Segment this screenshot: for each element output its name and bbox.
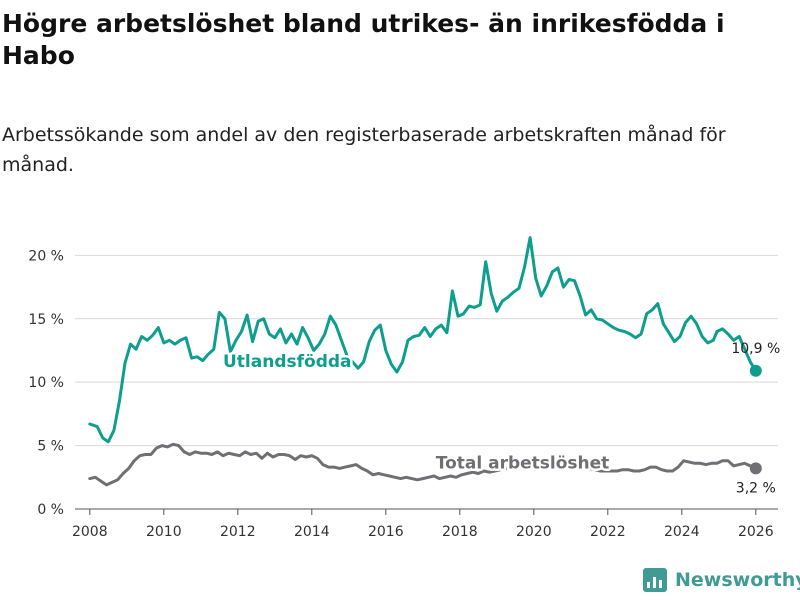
end-value-label: 3,2 % bbox=[736, 480, 776, 496]
labels-layer: 10,9 % Utlandsfödda 3,2 % Total arbetslöshe… bbox=[221, 341, 781, 497]
y-tick-label: 0 % bbox=[37, 502, 64, 518]
series-end-point bbox=[749, 462, 762, 475]
y-tick-label: 10 % bbox=[28, 375, 64, 391]
series-line-utlandsfodda bbox=[88, 236, 758, 444]
x-tick-label: 2012 bbox=[220, 524, 256, 540]
x-tick-label: 2024 bbox=[664, 524, 700, 540]
end-value-label: 10,9 % bbox=[731, 341, 780, 357]
series-label: Utlandsfödda bbox=[223, 352, 352, 372]
series-label: Total arbetslöshet bbox=[436, 453, 610, 473]
x-tick-label: 2008 bbox=[72, 524, 108, 540]
y-tick-label: 5 % bbox=[37, 439, 64, 455]
x-tick-label: 2018 bbox=[442, 524, 478, 540]
x-tick-label: 2014 bbox=[294, 524, 330, 540]
series-layer bbox=[88, 236, 762, 487]
x-tick-label: 2022 bbox=[590, 524, 626, 540]
x-tick-label: 2010 bbox=[146, 524, 182, 540]
chart-title: Högre arbetslöshet bland utrikes- än inr… bbox=[2, 9, 725, 70]
bar-chart-logo-icon bbox=[643, 568, 667, 592]
brand-name: Newsworthy bbox=[675, 569, 800, 591]
x-tick-label: 2020 bbox=[516, 524, 552, 540]
y-tick-label: 15 % bbox=[28, 312, 64, 328]
x-axis: 2008 2010 2012 2014 2016 2018 2020 2022 2024 2026 bbox=[72, 509, 774, 540]
x-tick-label: 2016 bbox=[368, 524, 404, 540]
chart-subtitle: Arbetssökande som andel av den registerb… bbox=[2, 124, 726, 176]
y-tick-label: 20 % bbox=[28, 248, 64, 264]
x-tick-label: 2026 bbox=[738, 524, 774, 540]
series-line-total bbox=[88, 442, 758, 487]
y-axis-ticks: 0 % 5 % 10 % 15 % 20 % bbox=[28, 248, 64, 518]
brand-logo: Newsworthy bbox=[643, 568, 800, 592]
series-end-point bbox=[749, 364, 762, 377]
